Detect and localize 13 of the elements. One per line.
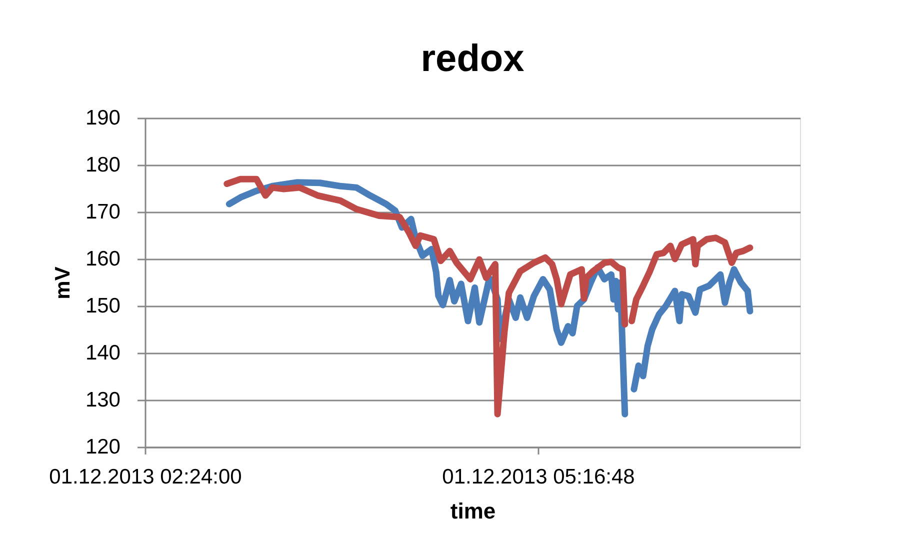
x-axis-title: time xyxy=(450,498,496,524)
y-tick-label: 170 xyxy=(85,200,120,224)
y-tick-label: 180 xyxy=(85,154,120,176)
chart-title: redox xyxy=(420,38,524,80)
y-tick-label: 190 xyxy=(85,106,120,130)
x-tick-label: 01.12.2013 02:24:00 xyxy=(49,466,242,488)
y-tick-label: 150 xyxy=(85,294,120,318)
y-tick-label: 120 xyxy=(85,436,120,458)
y-axis-title: mV xyxy=(51,266,74,300)
y-tick-label: 140 xyxy=(85,342,120,364)
x-tick-label: 01.12.2013 05:16:48 xyxy=(442,466,635,488)
y-tick-label: 160 xyxy=(85,248,120,270)
y-tick-label: 130 xyxy=(85,388,120,412)
